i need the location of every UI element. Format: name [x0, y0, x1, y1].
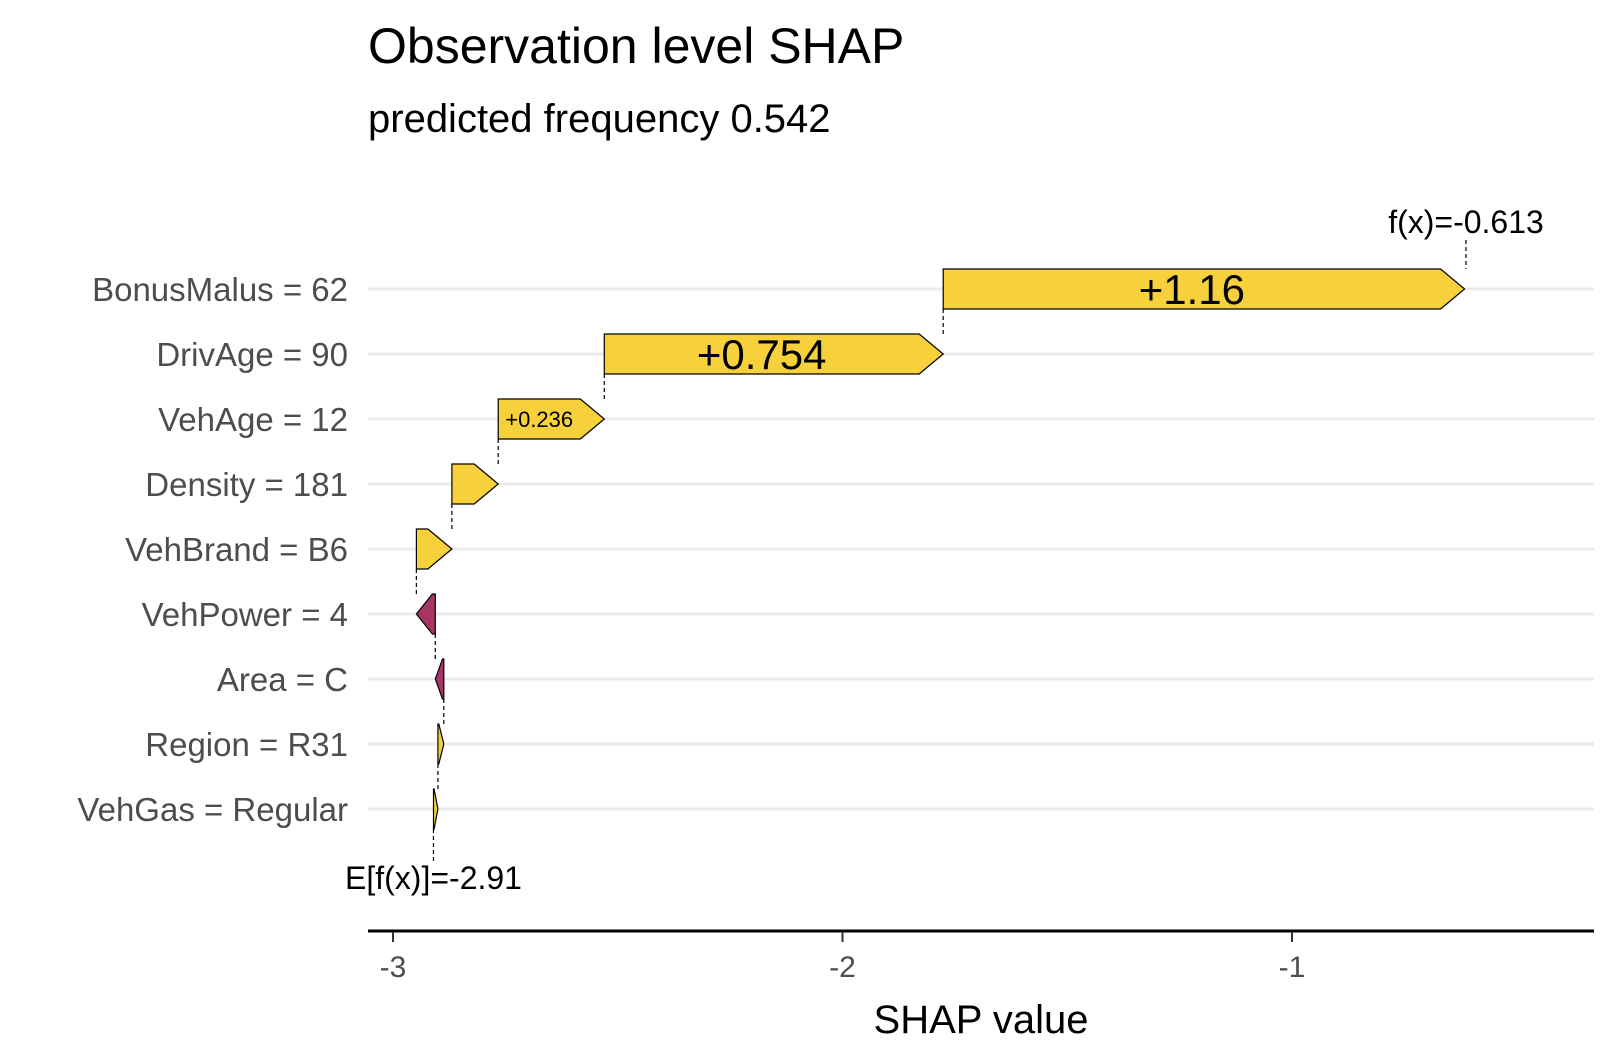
- x-tick-label: -2: [829, 951, 856, 984]
- shap-bar: [603, 333, 945, 375]
- x-axis-title: SHAP value: [874, 998, 1089, 1042]
- shap-bar: [451, 463, 500, 505]
- chart-subtitle: predicted frequency 0.542: [368, 97, 831, 141]
- shap-bar: [415, 528, 453, 570]
- x-axis-ticks: -3 -2 -1: [380, 932, 1306, 984]
- feature-label: Area = C: [217, 661, 348, 698]
- bar-value-label: +1.16: [1139, 266, 1245, 313]
- shap-bar: [437, 723, 445, 765]
- shap-bar: [497, 398, 606, 440]
- grid-lines: [368, 287, 1594, 811]
- feature-label: Region = R31: [145, 726, 348, 763]
- feature-label: VehAge = 12: [158, 401, 348, 438]
- feature-label: DrivAge = 90: [156, 336, 348, 373]
- shap-bar: [432, 788, 439, 830]
- feature-label: BonusMalus = 62: [92, 271, 348, 308]
- chart-title: Observation level SHAP: [368, 18, 904, 74]
- shap-bar: [415, 593, 436, 635]
- x-tick-label: -3: [380, 951, 407, 984]
- feature-label: VehGas = Regular: [77, 791, 348, 828]
- baseline-label: E[f(x)]=-2.91: [345, 860, 522, 896]
- shap-bar: [942, 268, 1466, 310]
- bar-value-label: +0.754: [697, 331, 827, 378]
- bars: +1.16 +0.754 +0.236: [415, 266, 1466, 830]
- prediction-label: f(x)=-0.613: [1388, 204, 1544, 240]
- feature-label: Density = 181: [145, 466, 348, 503]
- x-tick-label: -1: [1279, 951, 1306, 984]
- bar-value-label: +0.236: [505, 407, 573, 432]
- shap-bar: [434, 658, 445, 700]
- connector-lines: [415, 240, 1467, 863]
- feature-label: VehBrand = B6: [125, 531, 348, 568]
- feature-label: VehPower = 4: [142, 596, 348, 633]
- y-axis-labels: BonusMalus = 62 DrivAge = 90 VehAge = 12 De…: [77, 271, 348, 828]
